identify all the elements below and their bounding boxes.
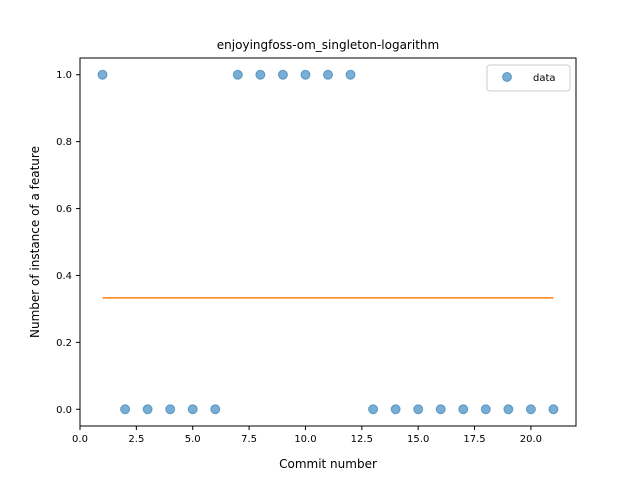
scatter-point bbox=[255, 69, 266, 80]
scatter-point bbox=[368, 404, 379, 415]
x-tick-label: 7.5 bbox=[241, 434, 257, 445]
scatter-point bbox=[413, 404, 424, 415]
y-tick-label: 0.2 bbox=[56, 338, 72, 349]
x-axis-label: Commit number bbox=[279, 457, 377, 471]
legend-marker-data bbox=[502, 72, 512, 82]
y-tick-label: 0.8 bbox=[56, 137, 72, 148]
scatter-point bbox=[435, 404, 446, 415]
legend-box bbox=[486, 64, 571, 92]
scatter-point bbox=[165, 404, 176, 415]
legend: data bbox=[486, 64, 571, 92]
y-tick-label: 1.0 bbox=[56, 70, 72, 81]
plot-area bbox=[97, 69, 559, 415]
scatter-point bbox=[97, 69, 108, 80]
x-tick-label: 2.5 bbox=[128, 434, 144, 445]
scatter-point bbox=[300, 69, 311, 80]
scatter-point bbox=[323, 69, 333, 80]
x-tick-label: 20.0 bbox=[520, 434, 542, 445]
x-tick-label: 10.0 bbox=[294, 434, 316, 445]
scatter-point bbox=[142, 404, 153, 415]
scatter-point bbox=[503, 404, 514, 415]
x-tick-label: 12.5 bbox=[351, 434, 373, 445]
y-tick-label: 0.0 bbox=[56, 405, 72, 416]
y-tick-label: 0.4 bbox=[56, 271, 72, 282]
y-axis-ticks: 0.0 0.2 0.4 0.6 0.8 1.0 bbox=[56, 70, 80, 416]
x-axis-ticks: 0.0 2.5 5.0 7.5 10.0 12.5 15.0 17.5 20.0 bbox=[72, 426, 542, 445]
scatter-point bbox=[232, 69, 243, 80]
scatter-point bbox=[525, 404, 536, 415]
scatter-point bbox=[210, 404, 221, 415]
scatter-point bbox=[345, 69, 356, 80]
x-tick-label: 15.0 bbox=[407, 434, 429, 445]
scatter-point bbox=[480, 404, 491, 415]
y-tick-label: 0.6 bbox=[56, 204, 72, 215]
scatter-point bbox=[120, 404, 131, 415]
scatter-point bbox=[458, 404, 469, 415]
scatter-point bbox=[187, 404, 198, 415]
x-tick-label: 17.5 bbox=[463, 434, 485, 445]
scatter-point bbox=[390, 404, 401, 415]
scatter-point bbox=[548, 404, 559, 415]
legend-label-data: data bbox=[533, 73, 556, 84]
scatter-point bbox=[277, 69, 288, 80]
chart-title: enjoyingfoss-om_singleton-logarithm bbox=[217, 38, 439, 52]
y-axis-label: Number of instance of a feature bbox=[28, 146, 42, 338]
plot-frame bbox=[79, 57, 577, 427]
x-tick-label: 0.0 bbox=[72, 434, 88, 445]
x-tick-label: 5.0 bbox=[185, 434, 201, 445]
